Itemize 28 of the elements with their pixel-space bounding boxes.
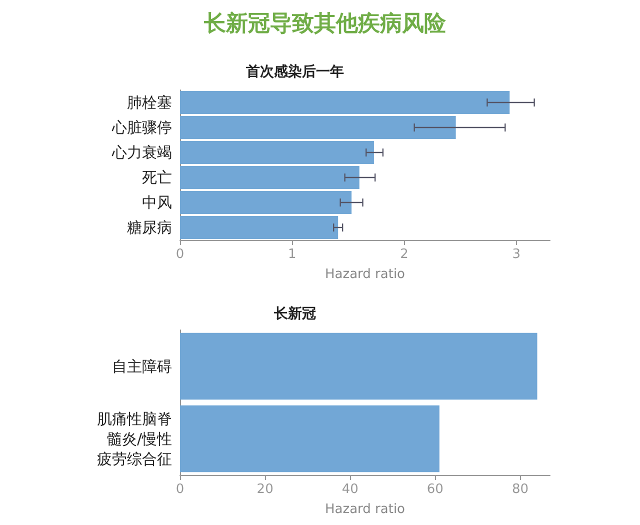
x-axis-title: Hazard ratio: [324, 502, 406, 517]
chart-title: 长新冠导致其他疾病风险: [203, 10, 447, 36]
chart-subtitle: 首次感染后一年: [245, 63, 344, 80]
bar: [180, 166, 360, 189]
x-tick-label: 60: [426, 482, 444, 497]
x-axis-title: Hazard ratio: [324, 267, 406, 282]
y-tick-label: 心力衰竭: [111, 144, 172, 162]
x-tick-label: 2: [400, 247, 408, 262]
bar: [180, 116, 456, 139]
x-tick-label: 1: [288, 247, 296, 262]
x-tick-label: 80: [512, 482, 529, 497]
x-tick-label: 20: [256, 482, 274, 497]
bar: [180, 191, 352, 214]
bar: [180, 216, 338, 239]
x-tick-label: 0: [176, 482, 184, 497]
x-tick-label: 40: [342, 482, 358, 497]
y-tick-label: 糖尿病: [127, 218, 172, 236]
y-tick-label: 自主障碍: [112, 357, 172, 376]
y-tick-label: 肌痛性脑脊髓炎/慢性疲劳综合征: [97, 410, 172, 468]
chart-title: 长新冠: [273, 305, 316, 322]
y-tick-label: 肺栓塞: [127, 94, 172, 112]
x-tick-label: 0: [176, 247, 184, 262]
x-tick-label: 3: [512, 247, 521, 262]
bar: [180, 141, 374, 164]
bar: [180, 91, 510, 114]
y-tick-label: 中风: [142, 194, 172, 212]
y-tick-label: 死亡: [142, 168, 172, 186]
y-tick-label: 心脏骤停: [111, 118, 172, 136]
